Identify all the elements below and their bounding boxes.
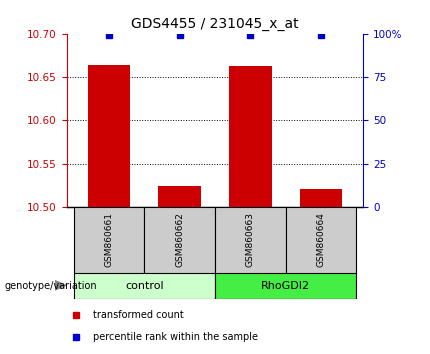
Bar [74,273,215,299]
Bar [286,207,356,273]
Text: control: control [125,281,164,291]
Text: RhoGDI2: RhoGDI2 [261,281,310,291]
Bar [215,273,356,299]
Bar [144,207,215,273]
Bar [229,66,271,207]
Bar [300,189,342,207]
Bar [159,186,201,207]
Text: percentile rank within the sample: percentile rank within the sample [93,332,258,342]
Text: GSM860661: GSM860661 [104,212,114,267]
Title: GDS4455 / 231045_x_at: GDS4455 / 231045_x_at [131,17,299,31]
Bar [215,207,286,273]
Bar [74,207,144,273]
Text: GSM860662: GSM860662 [175,212,184,267]
Bar [88,65,130,207]
Text: GSM860663: GSM860663 [246,212,255,267]
Polygon shape [55,281,66,290]
Text: transformed count: transformed count [93,309,184,320]
Text: GSM860664: GSM860664 [316,212,326,267]
Text: genotype/variation: genotype/variation [4,281,97,291]
